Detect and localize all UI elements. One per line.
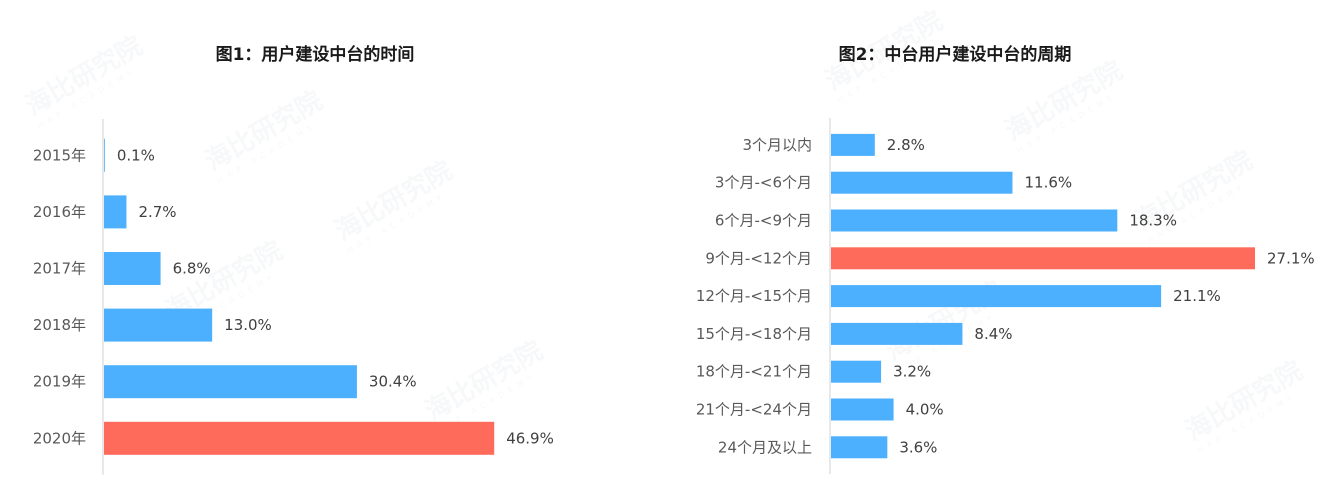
data-label: 27.1% (1267, 249, 1315, 267)
category-label: 6个月-<9个月 (715, 212, 812, 230)
category-label: 12个月-<15个月 (696, 287, 812, 305)
bar (831, 285, 1162, 308)
chart-build-cycle: 图2：中台用户建设中台的周期 3个月以内 2.8% 3个月-<6个月 11.6% 6个月… (650, 0, 1329, 487)
data-label: 30.4% (369, 373, 417, 391)
chart-title: 图2：中台用户建设中台的周期 (838, 45, 1072, 65)
category-label: 2018年 (33, 316, 86, 334)
data-label: 21.1% (1173, 287, 1221, 305)
data-label: 3.2% (893, 363, 931, 381)
category-label: 2020年 (33, 429, 86, 447)
data-label: 13.0% (224, 316, 272, 334)
data-label: 8.4% (974, 325, 1012, 343)
category-label: 2017年 (33, 260, 86, 278)
chart-build-cycle-plot: 3个月以内 2.8% 3个月-<6个月 11.6% 6个月-<9个月 18.3% 9个月-<… (696, 118, 1315, 475)
data-label: 6.8% (173, 260, 211, 278)
data-label: 4.0% (906, 401, 944, 419)
data-label: 11.6% (1024, 174, 1072, 192)
bar (831, 133, 875, 156)
data-label: 3.6% (899, 438, 937, 456)
category-label: 15个月-<18个月 (696, 325, 812, 343)
category-label: 18个月-<21个月 (696, 363, 812, 381)
bar (831, 171, 1013, 194)
data-label: 2.7% (138, 203, 176, 221)
data-label: 0.1% (117, 146, 155, 164)
category-label: 3个月-<6个月 (715, 174, 812, 192)
bar (104, 252, 161, 285)
category-label: 9个月-<12个月 (705, 249, 812, 267)
data-label: 46.9% (506, 429, 554, 447)
bar (104, 195, 127, 229)
bar (104, 138, 105, 172)
bar (831, 209, 1118, 232)
bar (104, 308, 213, 342)
chart-title: 图1：用户建设中台的时间 (215, 45, 415, 65)
data-label: 2.8% (887, 136, 925, 154)
category-label: 2016年 (33, 203, 86, 221)
category-label: 24个月及以上 (718, 438, 812, 456)
bar (104, 365, 357, 399)
bar (831, 247, 1255, 270)
data-label: 18.3% (1129, 212, 1177, 230)
category-label: 3个月以内 (742, 136, 812, 154)
bar (104, 421, 495, 455)
category-label: 2015年 (33, 146, 86, 164)
chart-build-time-plot: 2015年 0.1% 2016年 2.7% 2017年 6.8% 2018年 13.0% 201… (33, 119, 554, 475)
bar (831, 322, 963, 345)
bar (831, 436, 888, 459)
category-label: 2019年 (33, 373, 86, 391)
category-label: 21个月-<24个月 (696, 401, 812, 419)
bar (831, 360, 882, 383)
bar (831, 398, 894, 421)
chart-build-time: 图1：用户建设中台的时间 2015年 0.1% 2016年 2.7% 2017年 6.8%… (0, 0, 650, 487)
